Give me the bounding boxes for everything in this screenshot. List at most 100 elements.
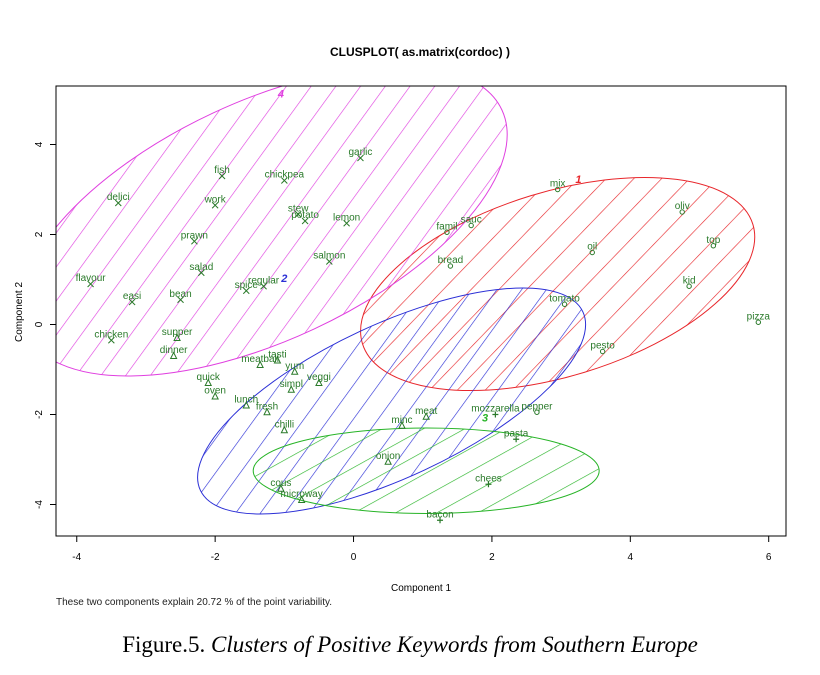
- point-famil-marker: [444, 229, 450, 235]
- point-oil: oil: [587, 242, 597, 256]
- point-work-label: work: [204, 194, 227, 205]
- point-chilli-marker: [280, 425, 289, 434]
- point-mix: mix: [550, 179, 565, 193]
- point-kid: kid: [683, 275, 696, 289]
- point-prawn-label: prawn: [181, 230, 208, 241]
- point-prawn: prawn: [181, 230, 208, 245]
- point-minc-marker: [398, 421, 406, 429]
- cluster-3-label: 3: [482, 412, 488, 424]
- point-simpl: simpl: [280, 379, 303, 393]
- point-fresh-marker: [263, 407, 271, 416]
- point-garlic-marker: [357, 154, 364, 162]
- point-bread: bread: [438, 255, 464, 269]
- point-oliv-label: oliv: [675, 201, 690, 212]
- x-tick-label-2: 2: [489, 552, 495, 563]
- point-salmon-label: salmon: [313, 251, 345, 262]
- point-bacon-label: bacon: [426, 509, 453, 520]
- point-delici: delici: [107, 192, 130, 207]
- point-salad: salad: [189, 262, 213, 277]
- point-sauc-marker: [468, 222, 474, 229]
- point-salmon-marker: [325, 258, 333, 265]
- point-stew-marker: [294, 210, 302, 218]
- clusters-layer: 1234: [56, 86, 756, 515]
- point-garlic: garlic: [349, 147, 372, 162]
- point-tasti-marker: [273, 355, 282, 364]
- point-delici-label: delici: [107, 192, 130, 203]
- x-axis-label: Component 1: [391, 583, 451, 594]
- point-microway: microway: [281, 489, 323, 503]
- y-tick-label--4: -4: [34, 500, 45, 509]
- point-easi-label: easi: [123, 291, 141, 302]
- point-bread-label: bread: [438, 255, 464, 266]
- point-bacon-marker: [437, 517, 444, 524]
- point-flavour: flavour: [76, 273, 106, 288]
- point-kid-marker: [686, 283, 692, 289]
- point-lunch: lunch: [234, 395, 258, 409]
- point-supper: supper: [162, 327, 193, 341]
- point-microway-label: microway: [281, 489, 323, 500]
- point-sauc-label: sauc: [461, 215, 482, 226]
- point-salad-marker: [197, 269, 205, 277]
- point-tasti-label: tasti: [268, 350, 286, 361]
- point-oliv: oliv: [675, 201, 690, 215]
- point-supper-label: supper: [162, 327, 193, 338]
- point-meatball-label: meatball: [241, 354, 279, 365]
- cluster-3-ellipse: [252, 427, 600, 514]
- chart-title: CLUSPLOT( as.matrix(cordoc) ): [330, 45, 510, 59]
- figure-number: Figure.5.: [122, 632, 206, 657]
- point-meatball: meatball: [241, 354, 279, 368]
- point-pepper: pepper: [521, 401, 553, 415]
- point-veggi: veggi: [307, 372, 331, 386]
- point-chicken-label: chicken: [94, 329, 128, 340]
- point-meat-marker: [422, 412, 430, 420]
- point-stew: stew: [288, 203, 309, 218]
- point-cous-label: cous: [270, 478, 291, 489]
- point-fresh-label: fresh: [256, 401, 278, 412]
- point-oven: oven: [204, 386, 226, 400]
- x-tick-label--4: -4: [72, 552, 81, 563]
- point-minc-label: minc: [391, 415, 412, 426]
- point-top: top: [706, 235, 721, 249]
- point-spice-label: spice: [235, 280, 259, 291]
- point-chilli-label: chilli: [275, 419, 294, 430]
- point-meat: meat: [415, 406, 438, 420]
- point-chickpea-marker: [280, 177, 288, 184]
- point-work-marker: [211, 201, 219, 209]
- point-easi-marker: [128, 298, 136, 306]
- point-kid-label: kid: [683, 275, 696, 286]
- point-dinner: dinner: [160, 345, 188, 359]
- point-salmon: salmon: [313, 251, 345, 265]
- point-fish: fish: [214, 165, 230, 180]
- point-lunch-marker: [242, 400, 251, 409]
- point-mozzarella-label: mozzarella: [471, 404, 520, 415]
- point-chilli: chilli: [275, 419, 294, 434]
- point-fish-marker: [218, 172, 226, 180]
- point-regular-label: regular: [248, 275, 280, 286]
- point-pizza-label: pizza: [747, 311, 771, 322]
- point-mix-marker: [554, 186, 561, 193]
- point-dinner-label: dinner: [160, 345, 188, 356]
- point-microway-marker: [297, 495, 306, 503]
- point-regular: regular: [248, 275, 280, 290]
- point-onion-label: onion: [376, 451, 400, 462]
- y-tick-label-4: 4: [34, 141, 45, 147]
- point-lemon-marker: [343, 219, 350, 227]
- point-stew-label: stew: [288, 203, 309, 214]
- point-spice-marker: [242, 287, 250, 295]
- x-tick-label--2: -2: [211, 552, 220, 563]
- point-famil-label: famil: [436, 221, 457, 232]
- point-pasta-label: pasta: [504, 428, 529, 439]
- point-lemon-label: lemon: [333, 212, 360, 223]
- x-tick-label-0: 0: [351, 552, 357, 563]
- x-tick-label-4: 4: [628, 552, 634, 563]
- point-tomato: tomato: [549, 293, 580, 307]
- point-meatball-marker: [256, 360, 264, 368]
- cluster-3-group: 3: [252, 412, 600, 514]
- point-top-marker: [710, 243, 717, 249]
- x-axis: -4 -2 0 2 4 6: [72, 536, 772, 563]
- cluster-4-group: 4: [56, 86, 508, 377]
- point-regular-marker: [260, 282, 267, 290]
- point-onion: onion: [376, 451, 400, 465]
- point-yum-label: yum: [285, 361, 304, 372]
- point-top-label: top: [706, 235, 720, 246]
